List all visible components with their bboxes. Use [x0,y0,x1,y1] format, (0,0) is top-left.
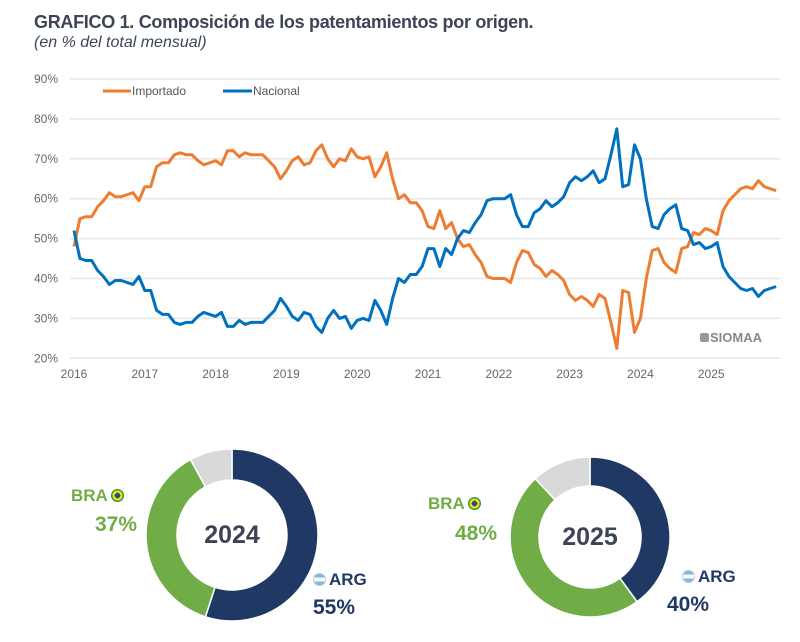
legend: Importado Nacional [103,84,300,98]
donut-2024-slice-bra [145,458,216,618]
donut-2025-slice-arg [589,456,671,603]
donut-2025-arg-value: 40% [667,593,710,616]
x-tick-label: 2022 [485,367,512,381]
argentina-flag-icon [682,570,695,583]
x-tick-label: 2018 [202,367,229,381]
donut-2024-bra-label: BRA [71,486,127,506]
donut-2025-bra-label: BRA [428,494,484,514]
chart-subtitle: (en % del total mensual) [34,34,207,51]
donut-2025-slice-other [534,456,591,501]
x-tick-label: 2021 [415,367,442,381]
x-tick-label: 2023 [556,367,583,381]
series-line-nacional [72,127,777,334]
bra-name: BRA [71,486,108,505]
brazil-flag-icon [110,489,124,502]
donut-2024-slice-arg [204,448,319,622]
donut-2025-bra-value: 48% [455,522,498,545]
x-tick-label: 2016 [61,367,88,381]
donut-2025-slice-bra [509,477,639,618]
argentina-flag-icon [313,573,326,586]
arg-name: ARG [698,567,736,586]
y-tick-label: 40% [34,272,58,286]
chart-title: GRAFICO 1. Composición de los patentamie… [34,12,534,32]
y-tick-label: 30% [34,311,58,325]
x-tick-label: 2024 [627,367,654,381]
y-tick-label: 70% [34,152,58,166]
series-line-importado [72,143,777,350]
donut-2024-arg-value: 55% [313,596,356,619]
y-tick-label: 90% [34,72,58,86]
donut-center-label-2025: 2025 [562,523,618,551]
bra-name: BRA [428,494,465,513]
donut-2025-arg-label: ARG [679,567,736,587]
y-tick-label: 50% [34,232,58,246]
watermark-logo-icon [700,333,709,342]
x-tick-label: 2025 [698,367,725,381]
donut-2024-slice-other [189,448,233,488]
x-tick-label: 2020 [344,367,371,381]
brazil-flag-icon [467,497,481,510]
watermark: SIOMAA [710,330,763,345]
y-tick-label: 60% [34,192,58,206]
arg-name: ARG [329,570,367,589]
donut-center-label-2024: 2024 [204,521,260,549]
donut-2024-bra-value: 37% [95,513,138,536]
legend-label-nacional: Nacional [253,84,300,98]
donut-2024-arg-label: ARG [310,570,367,590]
y-tick-label: 80% [34,112,58,126]
x-tick-label: 2017 [131,367,158,381]
x-tick-label: 2019 [273,367,300,381]
y-tick-label: 20% [34,351,58,365]
legend-label-importado: Importado [132,84,186,98]
